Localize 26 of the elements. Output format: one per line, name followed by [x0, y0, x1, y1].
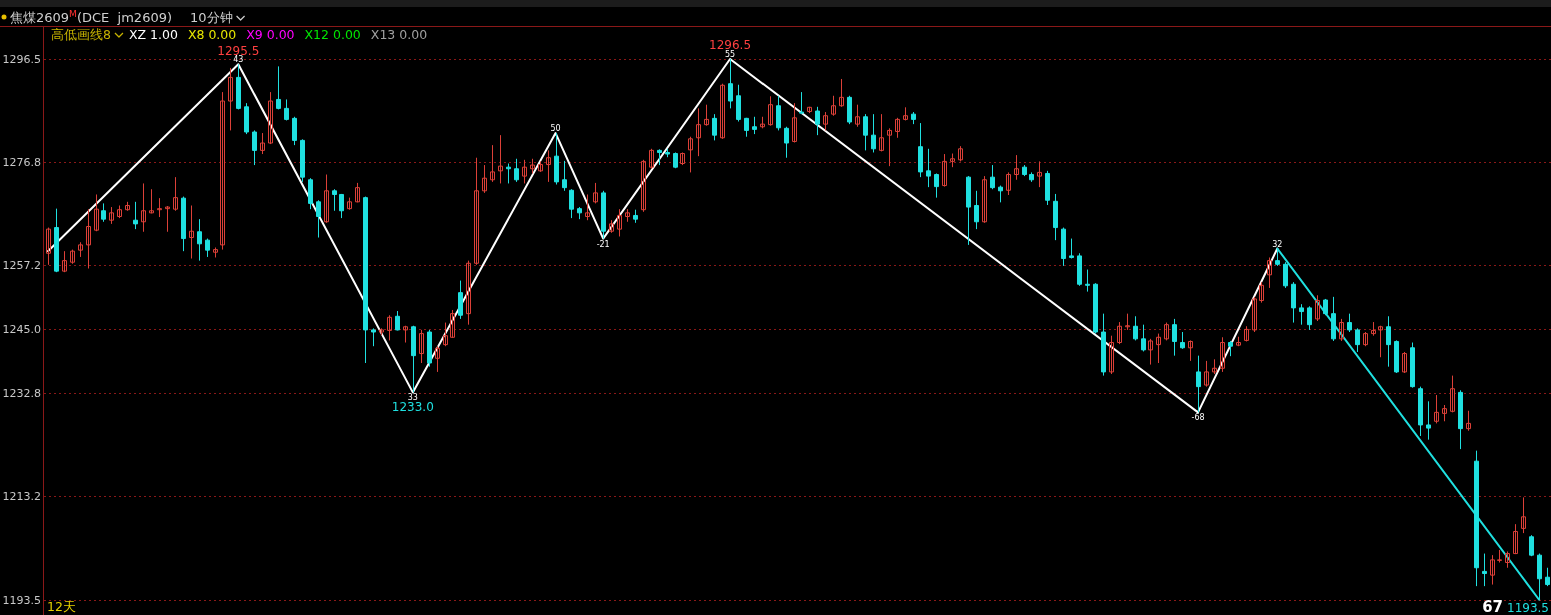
annotation: X13 0.00 [370, 27, 428, 42]
annotation: X12 0.00 [304, 27, 361, 42]
annotation: 43 [233, 55, 244, 65]
annotation: XZ 1.00 [128, 27, 178, 42]
ytick-label: 1245.0 [2, 323, 41, 337]
annotation: X9 0.00 [246, 27, 295, 42]
subtitle: 10分钟 [190, 10, 233, 25]
ytick-label: 1213.2 [2, 490, 41, 504]
ytick-label: 1193.5 [2, 593, 41, 607]
annotation: 高低画线8 [51, 27, 111, 42]
annotation: -21 [596, 239, 610, 249]
ytick-label: 1232.8 [2, 387, 41, 401]
ytick-label: 1296.5 [2, 53, 41, 67]
annotation: 12天 [47, 599, 76, 614]
annotation: 67 [1482, 598, 1503, 615]
annotation: 1233.0 [391, 400, 434, 415]
annotation: X8 0.00 [187, 27, 237, 42]
annotation: 55 [725, 50, 736, 60]
annotation: 50 [550, 124, 561, 134]
annotation: -68 [1191, 413, 1205, 423]
annotation: 33 [407, 393, 418, 403]
title: 焦煤2609$^{M}$(DCE jm2609) [10, 9, 173, 25]
annotation: 32 [1272, 239, 1283, 249]
ytick-label: 1257.2 [2, 259, 41, 273]
ytick-label: 1276.8 [2, 156, 41, 170]
annotation: 1193.5 [1507, 601, 1549, 615]
